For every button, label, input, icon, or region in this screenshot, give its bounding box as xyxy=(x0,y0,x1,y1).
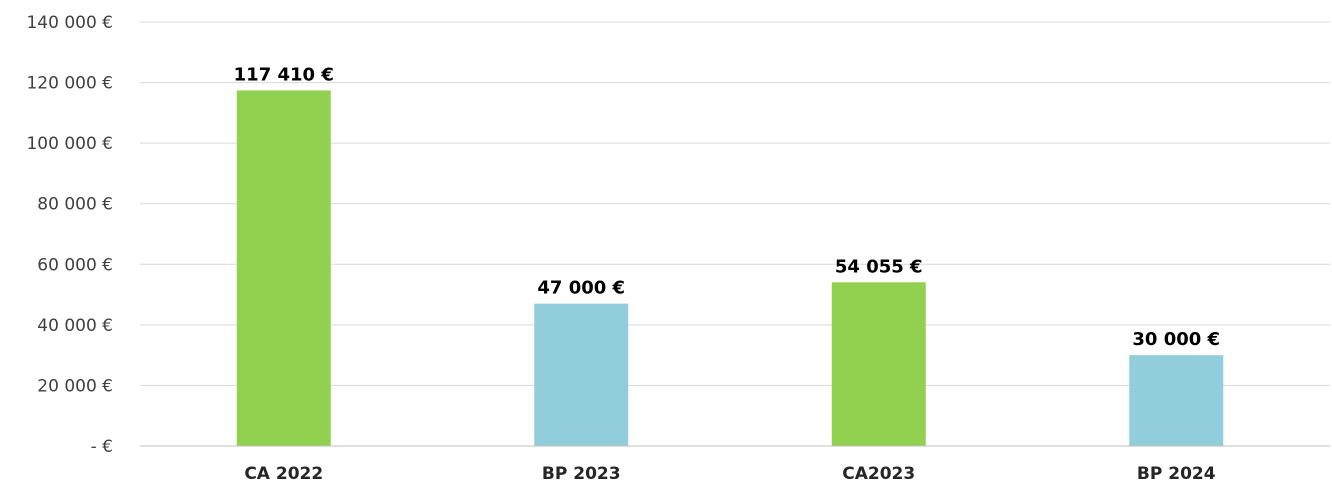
y-tick-label: 100 000 € xyxy=(26,134,113,154)
y-tick-label: 60 000 € xyxy=(37,255,113,275)
y-tick-label: 120 000 € xyxy=(26,74,113,94)
bar xyxy=(236,90,331,446)
y-tick-label: 20 000 € xyxy=(37,376,113,396)
y-tick-label: 40 000 € xyxy=(37,316,113,336)
bars xyxy=(236,90,1224,446)
bar xyxy=(534,303,629,446)
x-category-label: CA 2022 xyxy=(244,464,323,484)
y-axis-tick-labels: - € 20 000 € 40 000 € 60 000 € 80 000 € 100 0… xyxy=(26,13,113,457)
y-tick-label: 80 000 € xyxy=(37,195,113,215)
data-labels: 117 410 € 47 000 € 54 055 € 30 000 € xyxy=(234,64,1220,350)
y-tick-label: - € xyxy=(91,437,113,457)
gridlines xyxy=(140,21,1330,386)
x-category-label: BP 2023 xyxy=(542,464,621,484)
x-axis-category-labels: CA 2022 BP 2023 CA2023 BP 2024 xyxy=(244,464,1215,484)
bar-value-label: 30 000 € xyxy=(1132,329,1220,350)
x-category-label: CA2023 xyxy=(842,464,915,484)
bar xyxy=(831,282,926,446)
bar-value-label: 117 410 € xyxy=(234,64,334,85)
bar-value-label: 54 055 € xyxy=(835,256,923,277)
x-category-label: BP 2024 xyxy=(1137,464,1216,484)
bar xyxy=(1129,355,1224,446)
bar-value-label: 47 000 € xyxy=(537,278,625,299)
y-tick-label: 140 000 € xyxy=(26,13,113,33)
